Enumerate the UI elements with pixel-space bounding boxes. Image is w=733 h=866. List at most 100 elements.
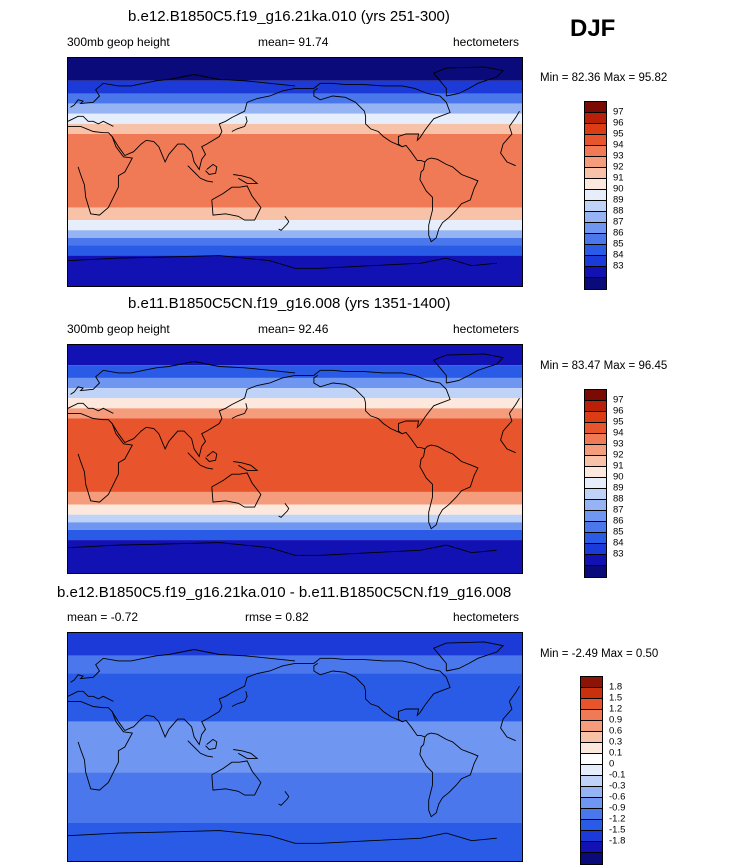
coastline [111, 374, 296, 458]
colorbar-box [585, 456, 606, 467]
colorbar-box [585, 478, 606, 489]
colorbar-box [585, 245, 606, 256]
colorbar-tick-label: -0.9 [609, 802, 626, 814]
panel2-title: b.e11.B1850C5CN.f19_g16.008 (yrs 1351-14… [128, 295, 451, 312]
colorbar-tick-label: 91 [613, 172, 624, 184]
colorbar-box [585, 500, 606, 511]
colorbar-box [585, 278, 606, 289]
colorbar-box [585, 555, 606, 566]
colorbar-box [585, 566, 606, 577]
colorbar-box [585, 146, 606, 157]
coastline [68, 115, 114, 127]
contour-band [68, 103, 522, 114]
panel1-map-svg [68, 58, 522, 286]
colorbar-box [585, 390, 606, 401]
panel2-units: hectometers [453, 322, 520, 336]
panel3-units: hectometers [453, 610, 520, 624]
contour-band [68, 365, 522, 378]
contour-band [68, 93, 522, 104]
contour-band [68, 522, 522, 530]
coastline [432, 66, 505, 97]
coastline [231, 691, 248, 707]
colorbar-box [581, 699, 602, 710]
colorbar-box [585, 135, 606, 146]
contour-band [68, 255, 522, 286]
panel1-min-key: Min = [540, 72, 569, 84]
contour-band [68, 80, 522, 94]
contour-band [68, 113, 522, 124]
coastline [111, 87, 296, 171]
colorbar-tick-label: 92 [613, 449, 624, 461]
coastline [233, 461, 259, 471]
colorbar-box [585, 212, 606, 223]
colorbar-box [581, 732, 602, 743]
colorbar-box [581, 765, 602, 776]
colorbar-box [581, 710, 602, 721]
panel2-mean-label: mean= 92.46 [258, 322, 328, 336]
colorbar-box [585, 201, 606, 212]
panel1-minmax: Min = 82.36 Max = 95.82 [540, 72, 667, 84]
panel2-mean-value: 92.46 [298, 322, 329, 336]
panel3-map-svg [68, 633, 522, 861]
contour-band [68, 207, 522, 221]
contour-band [68, 823, 522, 861]
colorbar-box [581, 787, 602, 798]
coastline [211, 185, 262, 221]
colorbar-box [585, 423, 606, 434]
colorbar-tick-label: 85 [613, 526, 624, 538]
coastline [68, 402, 114, 414]
coastline [205, 738, 218, 750]
colorbar-box [585, 544, 606, 555]
colorbar-tick-label: 84 [613, 537, 624, 549]
contour-band [68, 418, 522, 492]
panel1-left-label: 300mb geop height [67, 35, 170, 49]
colorbar-box [585, 467, 606, 478]
colorbar-tick-label: 93 [613, 150, 624, 162]
coastline [187, 165, 214, 183]
colorbar-tick-label: 0.9 [609, 714, 623, 726]
colorbar-tick-label: 94 [613, 139, 624, 151]
colorbar-box [585, 223, 606, 234]
colorbar-tick-label: 88 [613, 493, 624, 505]
panel1-units: hectometers [453, 35, 520, 49]
colorbar-tick-label: -1.2 [609, 813, 626, 825]
colorbar-box [585, 168, 606, 179]
colorbar-tick-label: 87 [613, 504, 624, 516]
panel1-colorbar [584, 101, 607, 290]
panel2-min-value: 83.47 [571, 360, 601, 372]
panel3-min-value: -2.49 [571, 648, 598, 660]
coastline [68, 412, 516, 503]
panel3-minmax: Min = -2.49 Max = 0.50 [540, 648, 658, 660]
colorbar-tick-label: 93 [613, 438, 624, 450]
panel2-map-svg [68, 345, 522, 573]
coastline [211, 472, 262, 508]
contour-band [68, 245, 522, 256]
coastline [68, 125, 516, 216]
panel2-colorbar [584, 389, 607, 578]
panel1-mean-key: mean= [258, 35, 296, 49]
contour-band [68, 398, 522, 409]
panel1-mean-label: mean= 91.74 [258, 35, 328, 49]
panel3-rmse-value: 0.82 [285, 610, 309, 624]
coastline [278, 503, 290, 518]
colorbar-box [581, 842, 602, 853]
colorbar-box [585, 445, 606, 456]
colorbar-box [581, 721, 602, 732]
colorbar-box [585, 434, 606, 445]
contour-band [68, 721, 522, 773]
colorbar-box [585, 489, 606, 500]
colorbar-box [585, 113, 606, 124]
panel3-rmse-key: rmse = [245, 610, 283, 624]
contour-band [68, 123, 522, 134]
colorbar-box [581, 754, 602, 765]
colorbar-box [581, 743, 602, 754]
colorbar-tick-label: 84 [613, 249, 624, 261]
colorbar-tick-label: 87 [613, 216, 624, 228]
coastline [233, 174, 259, 184]
coastline [187, 452, 214, 470]
colorbar-box [585, 522, 606, 533]
panel3-left-label: mean = -0.72 [67, 610, 138, 624]
coastline [313, 375, 403, 435]
colorbar-box [585, 511, 606, 522]
contour-band [68, 772, 522, 823]
